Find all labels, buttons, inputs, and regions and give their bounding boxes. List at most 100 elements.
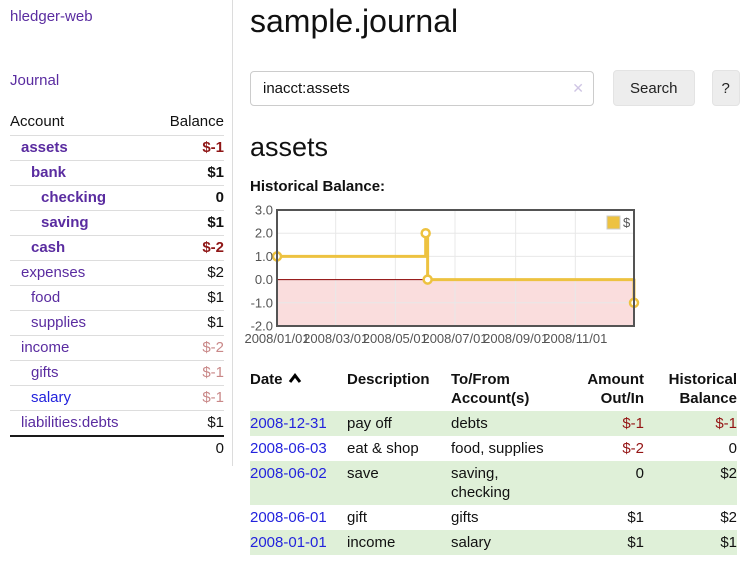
amount-column-header[interactable]: Amount Out/In <box>587 371 644 407</box>
svg-text:$: $ <box>623 215 631 230</box>
transaction-date-link[interactable]: 2008-06-01 <box>250 509 327 526</box>
transaction-amount-cell: $1 <box>627 509 644 526</box>
account-balance: $1 <box>207 164 224 181</box>
transaction-row: 2008-06-01 gift gifts $1 $2 <box>250 505 737 530</box>
transaction-date-cell: 2008-01-01 <box>250 530 347 555</box>
main-content: sample.journal ✕ Search ? assets Histori… <box>233 0 742 555</box>
account-link[interactable]: food <box>31 289 61 306</box>
transaction-date-link[interactable]: 2008-06-03 <box>250 440 327 457</box>
transaction-balance-cell: $2 <box>720 465 737 482</box>
accounts-total-row: 0 <box>10 435 224 460</box>
balance-column-header: Balance <box>169 113 224 130</box>
transaction-amount-cell: $-2 <box>622 440 644 457</box>
account-balance: $1 <box>207 414 224 431</box>
account-row: saving $1 <box>10 210 224 235</box>
account-balance: $-2 <box>202 239 224 256</box>
register-header-row: Date Description To/From Account(s) Amou… <box>250 367 737 411</box>
account-row: gifts $-1 <box>10 360 224 385</box>
account-column-header: Account <box>10 113 65 130</box>
sort-ascending-icon <box>288 373 301 383</box>
transaction-description-cell: eat & shop <box>347 440 419 457</box>
account-heading: assets <box>250 132 329 162</box>
transaction-accounts-cell: salary <box>451 534 492 551</box>
accounts-table: Account Balance assets $-1 bank $1 checking 0… <box>10 110 224 460</box>
accounts-table-header: Account Balance <box>10 110 224 135</box>
transaction-description-cell: income <box>347 534 396 551</box>
account-row: salary $-1 <box>10 385 224 410</box>
transaction-date-link[interactable]: 2008-01-01 <box>250 534 327 551</box>
search-form: ✕ Search ? <box>250 70 740 106</box>
search-input-wrap: ✕ <box>250 70 594 106</box>
transaction-date-link[interactable]: 2008-06-02 <box>250 465 327 482</box>
search-input[interactable] <box>250 70 594 106</box>
description-column-header[interactable]: Description <box>347 371 430 388</box>
page-title: sample.journal <box>250 3 459 39</box>
svg-text:2008/03/01: 2008/03/01 <box>303 331 368 346</box>
transaction-description-cell: gift <box>347 509 368 526</box>
chart-label: Historical Balance: <box>250 178 386 195</box>
account-link[interactable]: liabilities:debts <box>21 414 119 431</box>
account-balance: $1 <box>207 314 224 331</box>
account-row: liabilities:debts $1 <box>10 410 224 435</box>
transaction-accounts-cell: saving, checking <box>451 465 511 501</box>
account-row: assets $-1 <box>10 135 224 160</box>
svg-text:2008/01/01: 2008/01/01 <box>244 331 309 346</box>
transaction-date-cell: 2008-12-31 <box>250 411 347 436</box>
svg-text:2008/09/01: 2008/09/01 <box>483 331 548 346</box>
transaction-balance-cell: $2 <box>720 509 737 526</box>
transaction-row: 2008-12-31 pay off debts $-1 $-1 <box>250 411 737 436</box>
account-link[interactable]: cash <box>31 239 66 256</box>
transaction-accounts-cell: gifts <box>451 509 479 526</box>
transaction-amount-cell: 0 <box>635 465 644 482</box>
date-column-header[interactable]: Date <box>250 367 347 411</box>
transaction-date-cell: 2008-06-02 <box>250 461 347 505</box>
account-link[interactable]: supplies <box>31 314 87 331</box>
svg-text:3.0: 3.0 <box>255 203 273 218</box>
register-table: Date Description To/From Account(s) Amou… <box>250 367 737 555</box>
account-link[interactable]: checking <box>41 189 107 206</box>
account-balance: $-1 <box>202 139 224 156</box>
sidebar-item-journal[interactable]: Journal <box>10 72 60 89</box>
svg-text:2008/07/01: 2008/07/01 <box>422 331 487 346</box>
account-balance: $2 <box>207 264 224 281</box>
transaction-date-cell: 2008-06-03 <box>250 436 347 461</box>
transaction-row: 2008-01-01 income salary $1 $1 <box>250 530 737 555</box>
account-link[interactable]: salary <box>31 389 72 406</box>
transaction-balance-cell: $1 <box>720 534 737 551</box>
account-link[interactable]: saving <box>41 214 89 231</box>
account-link[interactable]: assets <box>21 139 68 156</box>
account-balance: $-2 <box>202 339 224 356</box>
account-balance: $1 <box>207 289 224 306</box>
tofrom-column-header[interactable]: To/From Account(s) <box>451 371 530 407</box>
svg-text:-1.0: -1.0 <box>251 295 273 310</box>
transaction-description-cell: save <box>347 465 379 482</box>
account-balance: 0 <box>215 189 224 206</box>
brand-link[interactable]: hledger-web <box>10 8 93 25</box>
transaction-description-cell: pay off <box>347 415 392 432</box>
account-balance: $1 <box>207 214 224 231</box>
clear-search-icon[interactable]: ✕ <box>572 79 584 96</box>
sidebar: hledger-web Journal Account Balance asse… <box>0 0 233 466</box>
svg-text:1.0: 1.0 <box>255 249 273 264</box>
account-row: checking 0 <box>10 185 224 210</box>
svg-text:-2.0: -2.0 <box>251 319 273 334</box>
page: hledger-web Journal Account Balance asse… <box>0 0 742 555</box>
account-link[interactable]: bank <box>31 164 67 181</box>
account-link[interactable]: income <box>21 339 70 356</box>
balance-column-header-register[interactable]: Historical Balance <box>668 371 737 407</box>
transaction-date-link[interactable]: 2008-12-31 <box>250 415 327 432</box>
account-link[interactable]: expenses <box>21 264 86 281</box>
account-row: food $1 <box>10 285 224 310</box>
account-link[interactable]: gifts <box>31 364 59 381</box>
balance-chart: $3.0 2.0 1.0 0.0 -1.0 -2.02008/01/012008/03/0… <box>244 203 640 346</box>
transaction-balance-cell: 0 <box>728 440 737 457</box>
transaction-accounts-cell: food, supplies <box>451 440 544 457</box>
help-button[interactable]: ? <box>711 70 740 106</box>
transaction-amount-cell: $1 <box>627 534 644 551</box>
search-button[interactable]: Search <box>613 70 695 106</box>
chart-box: $3.0 2.0 1.0 0.0 -1.0 -2.0 2008/01/01 2008/03/0… <box>244 203 740 351</box>
account-row: cash $-2 <box>10 235 224 260</box>
account-row: bank $1 <box>10 160 224 185</box>
transaction-amount-cell: $-1 <box>622 415 644 432</box>
transaction-balance-cell: $-1 <box>715 415 737 432</box>
